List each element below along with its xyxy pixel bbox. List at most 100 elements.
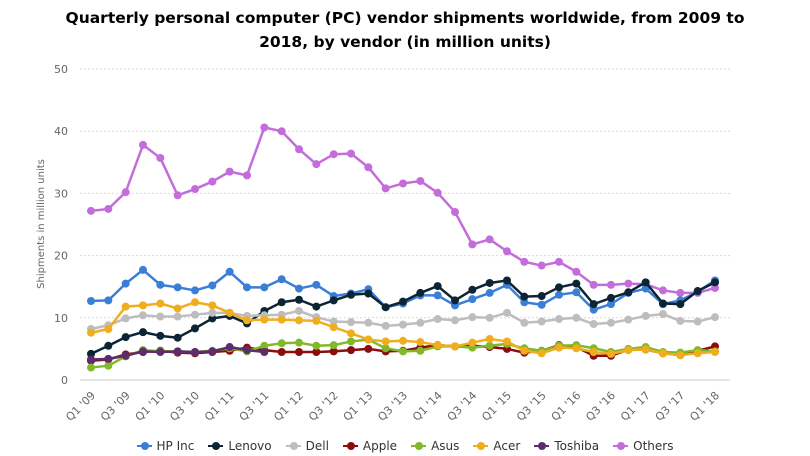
data-point-acer[interactable] — [156, 299, 165, 308]
data-point-acer[interactable] — [208, 301, 217, 310]
data-point-dell[interactable] — [520, 318, 529, 327]
data-point-lenovo[interactable] — [156, 331, 165, 340]
data-point-others[interactable] — [624, 279, 633, 288]
data-point-others[interactable] — [347, 149, 355, 158]
data-point-hp-inc[interactable] — [87, 297, 95, 306]
data-point-dell[interactable] — [208, 308, 217, 317]
data-point-hp-inc[interactable] — [468, 295, 477, 304]
data-point-lenovo[interactable] — [364, 289, 373, 298]
data-point-acer[interactable] — [87, 328, 95, 337]
data-point-acer[interactable] — [433, 341, 442, 350]
data-point-lenovo[interactable] — [87, 349, 95, 358]
data-point-dell[interactable] — [295, 306, 303, 315]
legend-item-asus[interactable]: Asus — [411, 436, 459, 456]
data-point-lenovo[interactable] — [139, 328, 147, 337]
data-point-dell[interactable] — [399, 320, 407, 329]
data-point-lenovo[interactable] — [711, 278, 719, 287]
data-point-acer[interactable] — [173, 304, 182, 313]
data-point-acer[interactable] — [624, 346, 633, 355]
data-point-lenovo[interactable] — [381, 303, 390, 312]
legend-item-lenovo[interactable]: Lenovo — [208, 436, 272, 456]
data-point-dell[interactable] — [433, 315, 442, 324]
data-point-toshiba[interactable] — [104, 354, 113, 363]
data-point-lenovo[interactable] — [659, 299, 667, 308]
data-point-others[interactable] — [121, 188, 130, 197]
data-point-dell[interactable] — [607, 318, 615, 327]
data-point-others[interactable] — [451, 208, 459, 217]
data-point-asus[interactable] — [485, 341, 494, 350]
data-point-hp-inc[interactable] — [104, 296, 113, 305]
data-point-lenovo[interactable] — [312, 302, 321, 311]
data-point-acer[interactable] — [485, 334, 494, 343]
data-point-dell[interactable] — [347, 318, 355, 327]
data-point-acer[interactable] — [520, 346, 529, 355]
data-point-lenovo[interactable] — [468, 285, 477, 294]
data-point-acer[interactable] — [225, 308, 234, 317]
data-point-others[interactable] — [364, 163, 373, 172]
data-point-others[interactable] — [676, 288, 685, 297]
data-point-lenovo[interactable] — [277, 298, 286, 307]
data-point-lenovo[interactable] — [555, 283, 563, 292]
data-point-apple[interactable] — [312, 348, 321, 357]
data-point-dell[interactable] — [503, 308, 511, 317]
data-point-others[interactable] — [503, 247, 511, 256]
data-point-others[interactable] — [87, 206, 95, 215]
data-point-toshiba[interactable] — [243, 346, 251, 355]
data-point-lenovo[interactable] — [607, 293, 615, 302]
data-point-acer[interactable] — [503, 337, 511, 346]
data-point-toshiba[interactable] — [173, 347, 182, 356]
data-point-asus[interactable] — [416, 346, 425, 355]
data-point-lenovo[interactable] — [641, 278, 650, 287]
data-point-dell[interactable] — [659, 310, 667, 319]
data-point-asus[interactable] — [399, 347, 407, 356]
data-point-asus[interactable] — [312, 341, 321, 350]
data-point-asus[interactable] — [104, 361, 113, 370]
data-point-others[interactable] — [399, 179, 407, 188]
legend-item-apple[interactable]: Apple — [342, 436, 397, 456]
data-point-hp-inc[interactable] — [173, 283, 182, 292]
data-point-dell[interactable] — [641, 311, 650, 320]
data-point-apple[interactable] — [347, 346, 355, 355]
data-point-apple[interactable] — [329, 347, 338, 356]
data-point-lenovo[interactable] — [173, 333, 182, 342]
data-point-others[interactable] — [260, 123, 269, 132]
data-point-others[interactable] — [572, 267, 581, 276]
legend-item-hp-inc[interactable]: HP Inc — [136, 436, 194, 456]
data-point-dell[interactable] — [156, 312, 165, 321]
data-point-others[interactable] — [555, 257, 563, 266]
data-point-acer[interactable] — [399, 336, 407, 345]
data-point-hp-inc[interactable] — [121, 279, 130, 288]
data-point-asus[interactable] — [277, 339, 286, 348]
data-point-dell[interactable] — [416, 318, 425, 327]
data-point-hp-inc[interactable] — [520, 298, 529, 307]
data-point-asus[interactable] — [260, 341, 269, 350]
data-point-hp-inc[interactable] — [191, 286, 199, 295]
data-point-dell[interactable] — [139, 311, 147, 320]
data-point-hp-inc[interactable] — [589, 305, 598, 314]
data-point-dell[interactable] — [624, 315, 633, 324]
data-point-asus[interactable] — [329, 341, 338, 350]
data-point-toshiba[interactable] — [121, 351, 130, 360]
data-point-hp-inc[interactable] — [243, 283, 251, 292]
data-point-lenovo[interactable] — [520, 292, 529, 301]
data-point-acer[interactable] — [589, 348, 598, 357]
data-point-dell[interactable] — [381, 321, 390, 330]
data-point-lenovo[interactable] — [503, 276, 511, 285]
data-point-acer[interactable] — [607, 349, 615, 358]
data-point-lenovo[interactable] — [589, 300, 598, 309]
data-point-hp-inc[interactable] — [572, 288, 581, 297]
data-point-others[interactable] — [589, 280, 598, 289]
data-point-lenovo[interactable] — [676, 300, 685, 309]
data-point-lenovo[interactable] — [433, 282, 442, 291]
data-point-others[interactable] — [156, 153, 165, 162]
data-point-others[interactable] — [485, 235, 494, 244]
data-point-others[interactable] — [659, 286, 667, 295]
data-point-dell[interactable] — [711, 313, 719, 322]
data-point-others[interactable] — [711, 283, 719, 292]
data-point-hp-inc[interactable] — [260, 283, 269, 292]
data-point-dell[interactable] — [572, 313, 581, 322]
data-point-acer[interactable] — [243, 316, 251, 325]
data-point-others[interactable] — [277, 127, 286, 136]
data-point-others[interactable] — [139, 140, 147, 149]
data-point-dell[interactable] — [676, 316, 685, 325]
